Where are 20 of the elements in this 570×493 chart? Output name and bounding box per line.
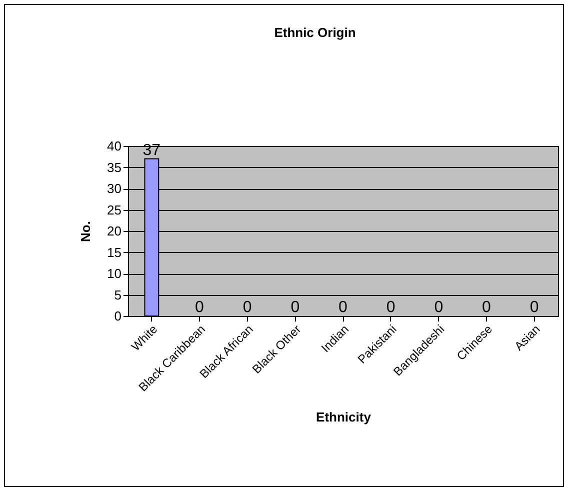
y-tick-label: 30	[107, 181, 122, 196]
y-tick-label: 10	[107, 266, 122, 281]
data-label: 0	[386, 299, 396, 316]
y-tick-label: 0	[114, 308, 122, 324]
data-label: 0	[242, 299, 252, 316]
y-tick-label: 25	[107, 202, 122, 218]
chart-title: Ethnic Origin	[274, 25, 356, 40]
y-tick-label: 15	[107, 244, 122, 260]
y-tick-label: 5	[114, 287, 122, 302]
data-label: 0	[338, 299, 348, 316]
data-label: 0	[195, 299, 204, 316]
data-label: 0	[530, 299, 539, 316]
x-axis-title: Ethnicity	[316, 410, 372, 425]
y-tick-label: 40	[107, 138, 122, 154]
y-axis-title: No.	[78, 221, 94, 242]
data-label: 0	[482, 299, 492, 316]
y-tick-label: 35	[107, 160, 122, 175]
data-label: 0	[434, 299, 444, 316]
y-tick-label: 20	[107, 224, 122, 238]
data-label: 0	[290, 299, 300, 316]
